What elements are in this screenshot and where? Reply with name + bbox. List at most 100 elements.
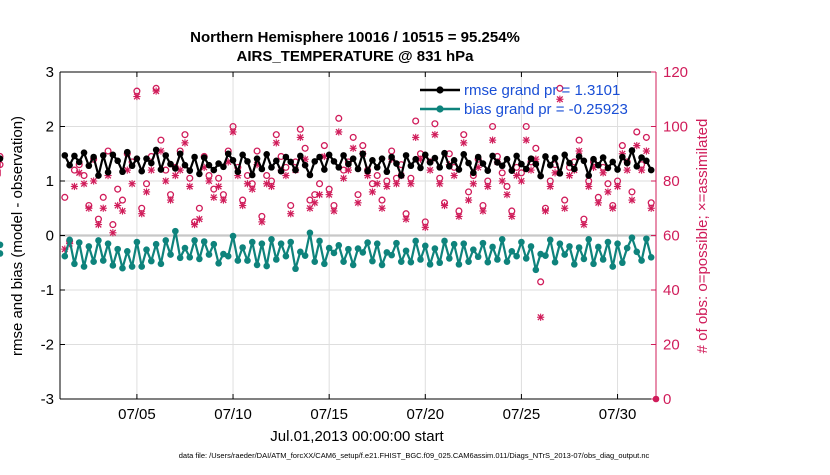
rmse-point: [446, 162, 453, 170]
bias-point: [90, 258, 97, 265]
rmse-point: [297, 152, 304, 160]
rmse-point: [518, 160, 525, 168]
obs-possible-marker: [335, 114, 343, 122]
rmse-point: [369, 156, 376, 164]
obs-assimilated-marker: [537, 313, 545, 321]
bias-point: [619, 259, 626, 267]
data-file-footnote: data file: /Users/raeder/DAI/ATM_forcXX/…: [179, 451, 650, 460]
bias-point: [128, 263, 136, 270]
bias-point: [321, 260, 328, 268]
obs-assimilated-marker: [142, 188, 151, 196]
obs-possible-marker: [118, 196, 127, 204]
bias-point: [397, 258, 405, 265]
obs-possible-marker: [618, 142, 626, 150]
chart-subtitle: AIRS_TEMPERATURE @ 831 hPa: [237, 48, 475, 65]
bias-point: [359, 249, 367, 256]
obs-possible-marker: [181, 131, 189, 139]
bias-point: [522, 255, 530, 262]
obs-possible-marker: [359, 142, 367, 150]
rmse-point: [248, 171, 256, 179]
obs-possible-marker: [109, 221, 117, 229]
rmse-point: [378, 155, 386, 162]
rmse-point: [595, 161, 602, 169]
obs-assimilated-marker: [484, 182, 492, 191]
obs-assimilated-marker: [633, 141, 641, 150]
obs-assimilated-marker: [90, 177, 98, 185]
bias-point: [176, 254, 184, 262]
bias-point: [157, 260, 165, 268]
rmse-point: [104, 168, 112, 176]
obs-assimilated-marker: [436, 180, 444, 188]
bias-point: [503, 258, 511, 265]
rmse-point: [133, 155, 141, 162]
legend-rmse-marker: [436, 86, 444, 94]
x-axis-label: Jul.01,2013 00:00:00 start: [270, 428, 444, 445]
obs-possible-marker: [301, 144, 309, 152]
legend: rmse grand pr = 1.3101 bias grand pr = -…: [420, 82, 628, 118]
rmse-point: [470, 169, 477, 177]
rmse-point: [321, 166, 328, 173]
bias-point: [104, 240, 112, 247]
bias-point: [244, 257, 251, 264]
rmse-point: [556, 170, 564, 177]
bias-point: [527, 243, 535, 250]
rmse-point: [412, 155, 419, 163]
legend-bias-marker: [436, 105, 444, 113]
obs-assimilated-marker: [282, 171, 290, 180]
obs-possible-marker: [431, 120, 439, 128]
rmse-point: [426, 159, 434, 166]
bias-point: [518, 238, 525, 246]
rmse-point: [277, 167, 285, 175]
obs-possible-marker: [628, 188, 636, 196]
obs-assimilated-marker: [479, 207, 487, 215]
rmse-point: [643, 157, 650, 165]
rmse-point: [234, 168, 242, 176]
rmse-point: [580, 157, 588, 165]
obs-assimilated-marker: [70, 182, 79, 191]
bias-point: [561, 251, 568, 258]
obs-assimilated-marker: [513, 171, 521, 180]
obs-possible-marker: [186, 174, 194, 182]
bias-point: [585, 236, 593, 243]
y2-tick-label: 120: [663, 64, 688, 81]
rmse-point: [215, 160, 222, 167]
rmse-point: [205, 161, 213, 169]
rmse-point: [80, 149, 88, 156]
rmse-point: [383, 168, 391, 176]
rmse-point: [224, 150, 232, 158]
x-tick-label: 07/20: [407, 406, 445, 423]
y-tick-label: -3: [41, 391, 54, 408]
bias-point: [570, 261, 578, 268]
bias-point: [119, 264, 126, 272]
rmse-point: [287, 158, 295, 166]
bias-point: [460, 240, 468, 247]
obs-possible-marker: [604, 180, 612, 188]
rmse-point: [220, 163, 227, 171]
rmse-point: [90, 153, 97, 161]
y2-tick-label: 100: [663, 119, 688, 136]
obs-possible-marker: [532, 144, 540, 152]
obs-assimilated-marker: [118, 207, 127, 215]
rmse-point: [484, 167, 492, 174]
bias-point: [191, 237, 198, 244]
bias-point: [253, 261, 261, 269]
legend-bias-label: bias grand pr = -0.25923: [464, 101, 628, 118]
obs-possible-marker: [296, 125, 304, 133]
bias-point: [138, 263, 146, 270]
obs-assimilated-marker: [503, 191, 511, 199]
bias-point: [532, 266, 540, 274]
bias-point: [489, 243, 496, 251]
rmse-point: [431, 154, 439, 162]
obs-assimilated-marker: [344, 166, 352, 174]
obs-assimilated-marker: [248, 185, 256, 193]
zero-count-marker: [652, 395, 660, 403]
obs-assimilated-marker: [613, 182, 622, 191]
obs-assimilated-marker: [181, 139, 189, 147]
bias-point: [80, 263, 88, 270]
rmse-point: [71, 152, 78, 160]
bias-point: [474, 253, 482, 261]
rmse-point: [474, 153, 482, 161]
rmse-point: [465, 159, 472, 167]
obs-assimilated-marker: [166, 196, 175, 204]
